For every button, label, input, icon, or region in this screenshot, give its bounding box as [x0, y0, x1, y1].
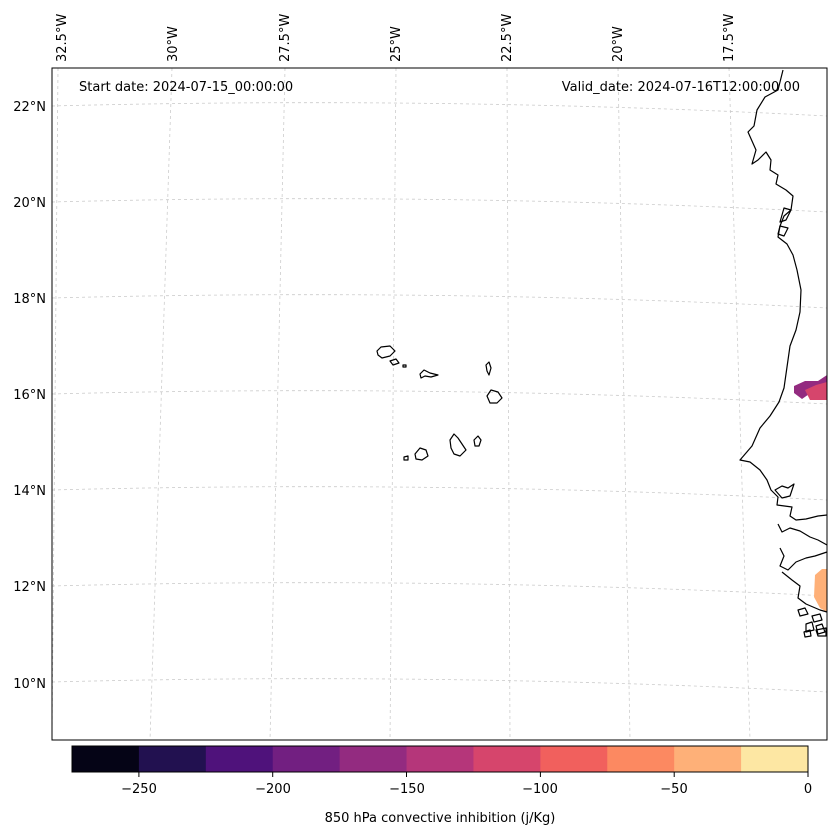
- colorbar-tick-label: −150: [389, 782, 425, 797]
- sao-nicolau: [419, 369, 439, 379]
- lat-labels: 22°N 20°N 18°N 16°N 14°N 12°N 10°N: [13, 100, 46, 692]
- colorbar-segment: [741, 746, 809, 772]
- colorbar-segment: [406, 746, 474, 772]
- gridline-lat-12: [51, 582, 828, 597]
- graticule: [51, 67, 828, 741]
- cin-patch-south: [814, 569, 827, 612]
- lat-label-18n: 18°N: [13, 292, 46, 307]
- bijagos-2: [811, 613, 823, 623]
- gridline-lat-16: [51, 390, 828, 405]
- lat-label-20n: 20°N: [13, 196, 46, 211]
- lon-label-17-5w: 17.5°W: [722, 14, 737, 62]
- gridline-lat-22: [51, 102, 828, 117]
- fogo: [414, 447, 429, 461]
- lon-labels: 32.5°W 30°W 27.5°W 25°W 22.5°W 20°W 17.5…: [55, 14, 737, 62]
- gridline-lon-32-5: [51, 67, 59, 741]
- colorbar-ticks: [138, 772, 809, 777]
- bijagos-4: [815, 623, 826, 635]
- lat-label-16n: 16°N: [13, 388, 46, 403]
- gridline-lon-22-5: [506, 67, 511, 741]
- colorbar-tick-label: −100: [522, 782, 558, 797]
- sao-vicente: [389, 358, 400, 366]
- map-frame: [51, 67, 828, 741]
- brava: [403, 455, 409, 461]
- colorbar: −250 −200 −150 −100 −50 0 850 hPa convec…: [71, 745, 812, 826]
- santa-luzia: [402, 364, 407, 368]
- lat-label-10n: 10°N: [13, 677, 46, 692]
- lon-label-30w: 30°W: [166, 26, 181, 62]
- cin-patch-north: [794, 375, 827, 399]
- west-africa-coast: [739, 69, 828, 613]
- colorbar-segment: [72, 746, 140, 772]
- colorbar-segment: [674, 746, 742, 772]
- colorbar-segment: [138, 746, 207, 772]
- gridline-lon-17-5: [728, 67, 751, 741]
- lat-label-12n: 12°N: [13, 580, 46, 595]
- colorbar-segments: [72, 746, 809, 772]
- valid-date-label: Valid_date: 2024-07-16T12:00:00.00: [562, 80, 800, 95]
- gridline-lat-20: [51, 198, 828, 213]
- colorbar-tick-label: −250: [121, 782, 157, 797]
- colorbar-tick-label: −50: [660, 782, 687, 797]
- lat-label-14n: 14°N: [13, 484, 46, 499]
- colorbar-frame: [71, 745, 809, 773]
- maio: [473, 435, 482, 447]
- lat-label-22n: 22°N: [13, 100, 46, 115]
- gridline-lon-27-5: [269, 67, 286, 741]
- gridline-lat-18: [51, 294, 828, 309]
- coastline: [376, 69, 828, 638]
- banc-arguin: [777, 207, 792, 237]
- colorbar-tick-label: 0: [804, 782, 812, 797]
- colorbar-segment: [607, 746, 675, 772]
- lon-label-27-5w: 27.5°W: [278, 14, 293, 62]
- sal: [485, 361, 492, 376]
- map-area: [51, 67, 828, 741]
- gridline-lon-25: [389, 67, 397, 741]
- colorbar-segment: [339, 746, 408, 772]
- lon-label-20w: 20°W: [611, 26, 626, 62]
- bijagos-3: [805, 621, 815, 633]
- bijagos-5: [803, 629, 812, 638]
- bijagos-6: [815, 627, 827, 637]
- santiago: [449, 433, 467, 457]
- colorbar-label: 850 hPa convective inhibition (j/Kg): [325, 811, 556, 826]
- colorbar-segment: [272, 746, 341, 772]
- cin-patch-north-inner: [805, 382, 827, 400]
- colorbar-segment: [205, 746, 274, 772]
- start-date-label: Start date: 2024-07-15_00:00:00: [79, 80, 293, 95]
- colorbar-tick-label: −200: [255, 782, 291, 797]
- gridline-lon-20: [617, 67, 631, 741]
- colorbar-segment: [540, 746, 608, 772]
- bijagos-1: [797, 607, 809, 617]
- gridline-lon-30: [149, 67, 173, 741]
- lon-label-32-5w: 32.5°W: [55, 14, 70, 62]
- boa-vista: [486, 389, 503, 404]
- gridline-lat-14: [51, 486, 828, 501]
- lon-label-22-5w: 22.5°W: [500, 14, 515, 62]
- cin-field: [794, 375, 827, 612]
- lon-label-25w: 25°W: [389, 26, 404, 62]
- west-africa-coast-bay: [774, 483, 795, 499]
- gridline-lat-10: [51, 678, 828, 693]
- colorbar-segment: [473, 746, 541, 772]
- santo-antao: [376, 345, 396, 359]
